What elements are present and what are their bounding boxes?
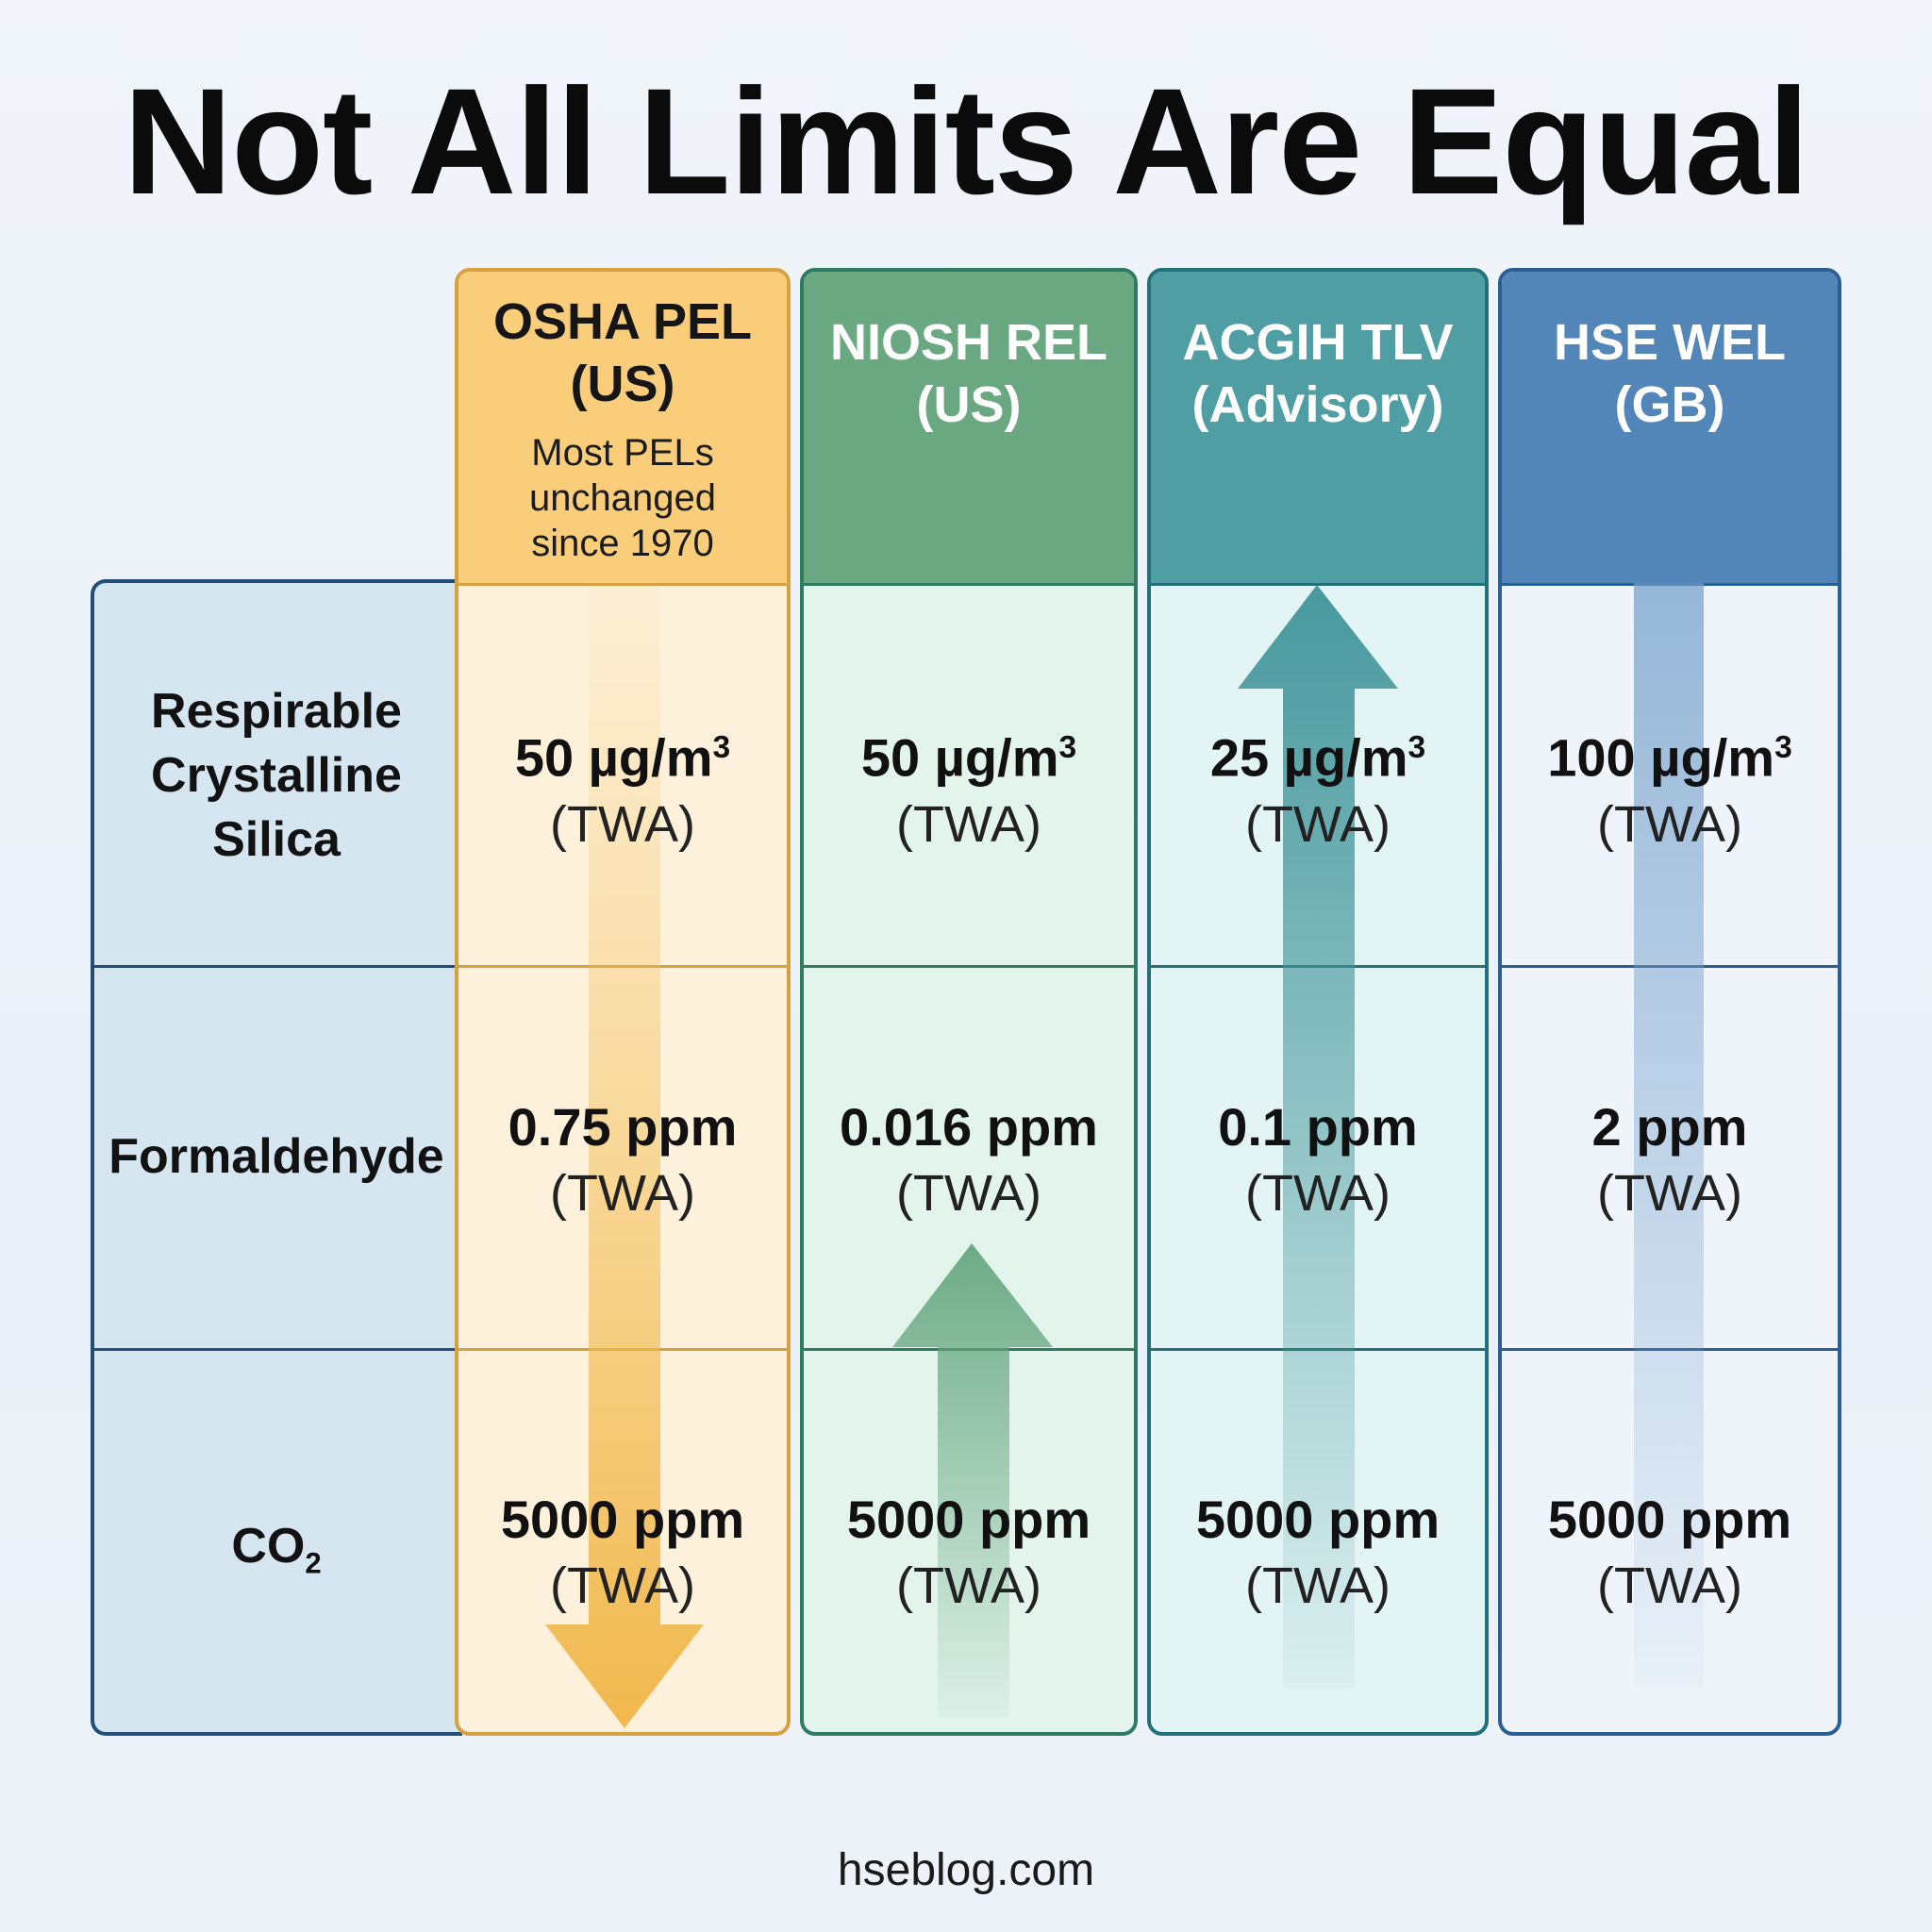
cell-formaldehyde-acgih: 0.1 ppm (TWA)	[1218, 1097, 1418, 1222]
row-divider	[94, 965, 462, 968]
cell-co2-osha: 5000 ppm (TWA)	[500, 1490, 745, 1614]
row-divider	[804, 965, 1134, 968]
row-label-silica: Respirable Crystalline Silica	[151, 684, 402, 867]
column-header	[804, 272, 1134, 586]
row-divider	[1502, 1348, 1838, 1351]
page-title: Not All Limits Are Equal	[123, 57, 1810, 225]
cell-silica-osha: 50 µg/m3 (TWA)	[514, 727, 731, 853]
acgih-header-title: ACGIH TLV (Advisory)	[1182, 314, 1454, 433]
row-divider	[458, 965, 787, 968]
cell-co2-hse: 5000 ppm (TWA)	[1547, 1490, 1792, 1614]
column-header	[1151, 272, 1485, 586]
cell-silica-acgih: 25 µg/m3 (TWA)	[1209, 727, 1426, 853]
row-divider	[1151, 1348, 1485, 1351]
row-label-formaldehyde: Formaldehyde	[108, 1129, 444, 1184]
row-label-co2: CO2	[231, 1519, 322, 1580]
cell-formaldehyde-niosh: 0.016 ppm (TWA)	[840, 1097, 1098, 1222]
row-divider	[1502, 965, 1838, 968]
cell-co2-niosh: 5000 ppm (TWA)	[846, 1490, 1091, 1614]
cell-silica-hse: 100 µg/m3 (TWA)	[1547, 727, 1792, 853]
row-label-column	[91, 579, 462, 1736]
row-divider	[804, 1348, 1134, 1351]
cell-co2-acgih: 5000 ppm (TWA)	[1195, 1490, 1441, 1614]
column-header	[458, 272, 787, 586]
row-divider	[458, 1348, 787, 1351]
cell-formaldehyde-hse: 2 ppm (TWA)	[1591, 1097, 1748, 1222]
source-credit: hseblog.com	[837, 1845, 1095, 1895]
cell-formaldehyde-osha: 0.75 ppm (TWA)	[508, 1097, 738, 1222]
osha-header-title: OSHA PEL (US)	[492, 293, 753, 412]
osha-header-note: Most PELs unchanged since 1970	[529, 432, 716, 564]
hse-header-title: HSE WEL (GB)	[1553, 314, 1786, 433]
row-divider	[94, 1348, 462, 1351]
niosh-header-title: NIOSH REL (US)	[829, 314, 1108, 433]
row-divider	[1151, 965, 1485, 968]
cell-silica-niosh: 50 µg/m3 (TWA)	[860, 727, 1077, 853]
